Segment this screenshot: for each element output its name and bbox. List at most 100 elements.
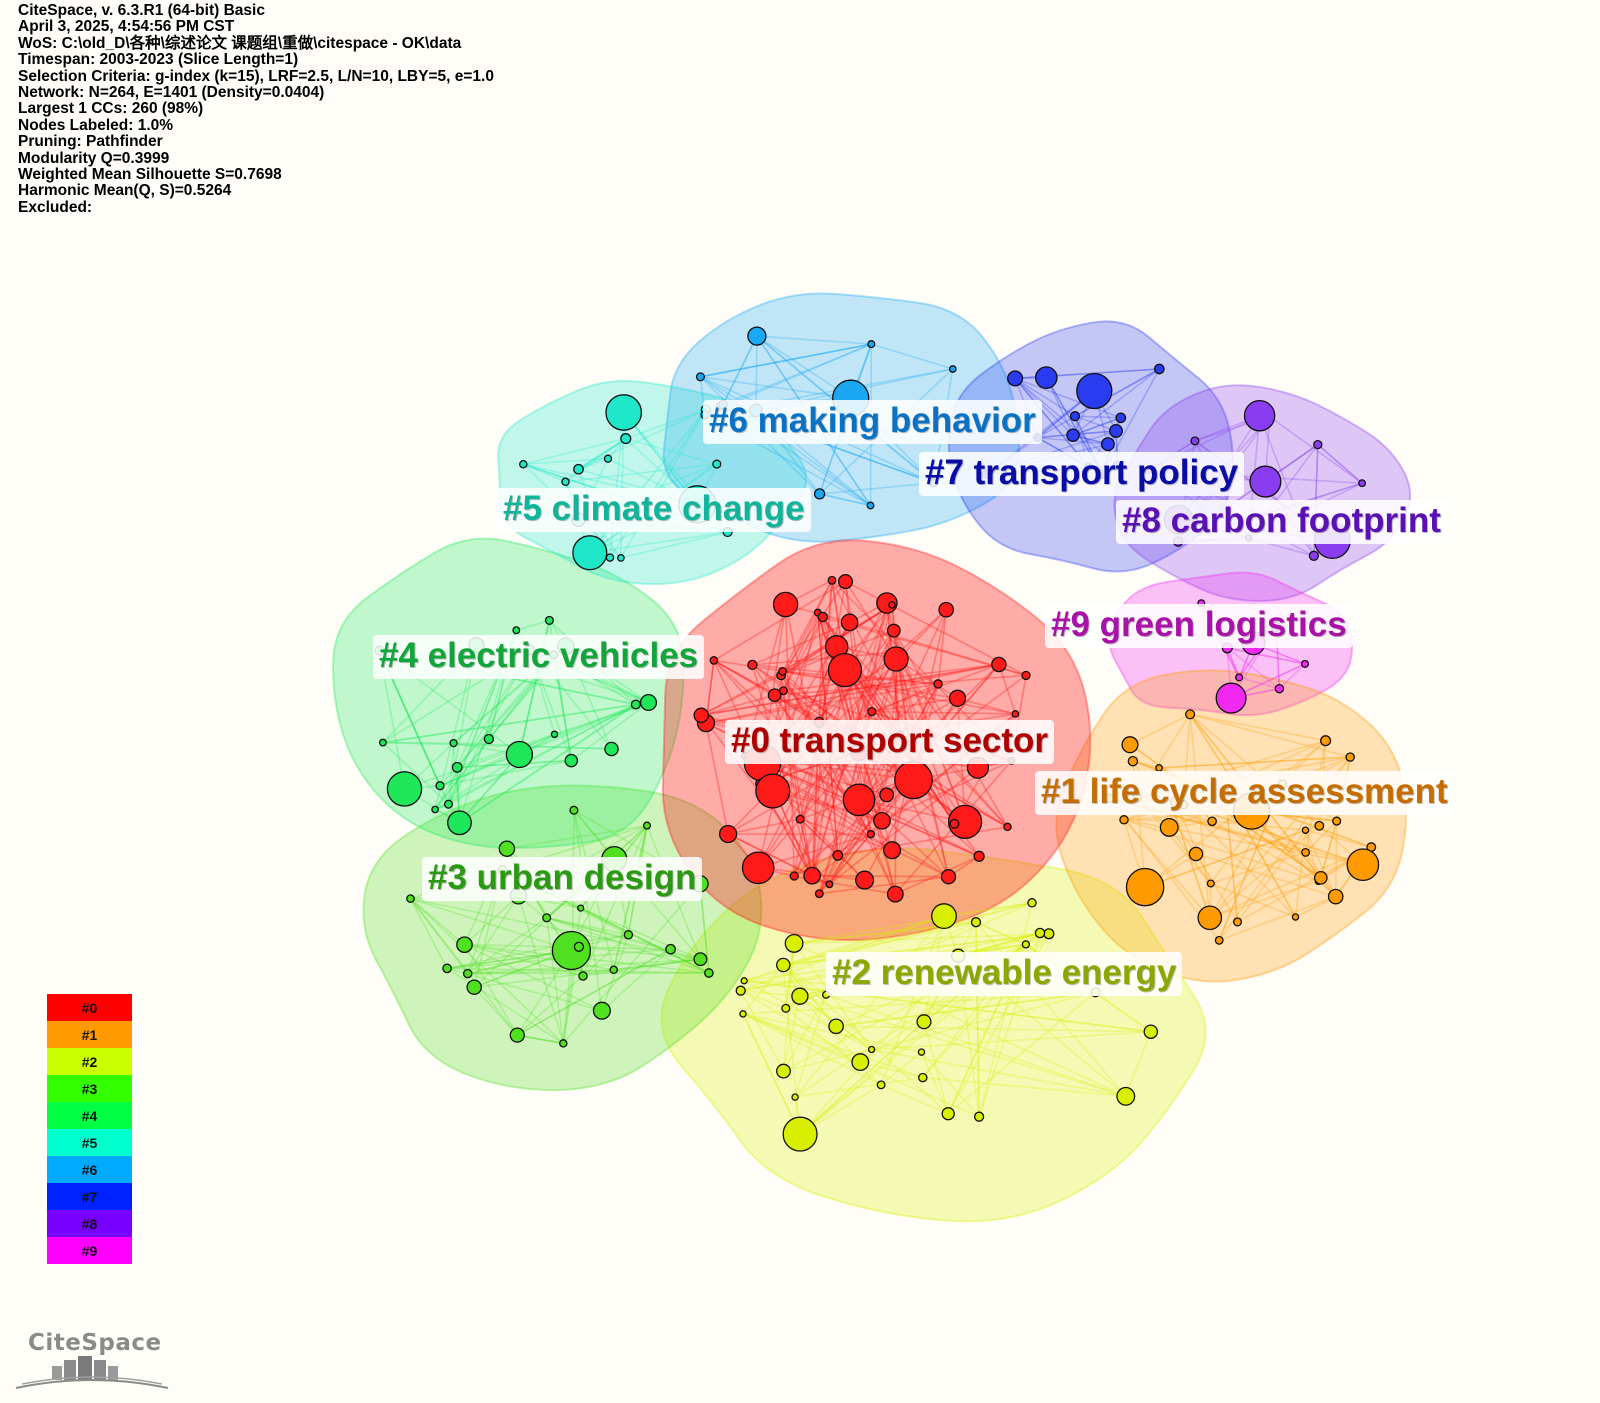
network-edge xyxy=(446,949,572,970)
network-node xyxy=(755,773,791,809)
network-edge xyxy=(819,493,871,507)
network-edge xyxy=(783,921,977,966)
network-node xyxy=(1274,683,1285,694)
network-node xyxy=(1215,682,1247,714)
network-edge xyxy=(835,991,1096,1028)
cluster-label-1[interactable]: #1 life cycle assessment xyxy=(1035,771,1454,815)
network-node xyxy=(837,574,854,590)
network-edge xyxy=(837,826,1008,857)
network-edge xyxy=(410,897,572,952)
network-node xyxy=(1109,423,1123,438)
network-node xyxy=(933,679,943,689)
network-edge xyxy=(545,917,565,1044)
network-edge xyxy=(410,897,701,960)
network-edge xyxy=(506,824,648,850)
network-node xyxy=(630,699,641,710)
network-edge xyxy=(565,463,717,483)
cluster-label-4[interactable]: #4 electric vehicles xyxy=(373,635,705,679)
network-edge xyxy=(582,958,701,977)
network-node xyxy=(948,689,967,707)
network-node xyxy=(564,753,579,768)
network-edge xyxy=(467,934,629,975)
network-edge xyxy=(1210,882,1296,918)
network-edge xyxy=(446,949,572,970)
network-edge xyxy=(975,921,1127,1097)
cluster-label-8[interactable]: #8 carbon footprint xyxy=(1116,500,1447,544)
network-node xyxy=(1313,439,1323,450)
network-node xyxy=(665,943,676,955)
network-node xyxy=(832,849,844,861)
network-node xyxy=(462,968,473,979)
legend-item-6: #6 xyxy=(47,1156,132,1183)
network-edge xyxy=(780,581,847,676)
network-edge xyxy=(743,902,1033,982)
network-node xyxy=(709,656,719,665)
network-edge xyxy=(517,1034,564,1045)
network-edge xyxy=(409,898,564,1044)
network-edge xyxy=(463,895,520,946)
legend-item-5: #5 xyxy=(47,1129,132,1156)
network-edge xyxy=(464,943,603,1012)
cluster-hull-4 xyxy=(332,537,685,850)
cluster-label-7[interactable]: #7 transport policy xyxy=(919,452,1245,496)
network-edge xyxy=(782,616,824,692)
network-edge xyxy=(516,948,671,1036)
network-edge xyxy=(975,921,1027,946)
network-edge xyxy=(620,531,728,559)
network-edge xyxy=(382,741,454,744)
network-edge xyxy=(613,958,701,971)
cluster-label-6[interactable]: #6 making behavior xyxy=(703,400,1042,444)
network-edge xyxy=(880,915,945,1086)
network-edge xyxy=(1209,846,1372,919)
network-edge xyxy=(1236,829,1307,923)
network-node xyxy=(1115,412,1127,424)
network-edge xyxy=(1317,443,1363,484)
network-node xyxy=(886,885,904,903)
network-node xyxy=(879,787,895,803)
network-node xyxy=(973,1111,985,1122)
network-edge xyxy=(782,612,819,692)
network-node xyxy=(1291,913,1300,921)
network-node xyxy=(573,941,585,952)
network-node xyxy=(1197,905,1223,931)
network-edge xyxy=(580,907,710,974)
network-edge xyxy=(1072,417,1122,436)
network-edge xyxy=(782,964,837,1027)
network-node xyxy=(1301,847,1311,857)
network-edge xyxy=(880,1051,923,1086)
network-edge xyxy=(782,670,939,685)
network-edge xyxy=(742,1013,801,1135)
network-node xyxy=(642,821,652,830)
network-edge xyxy=(447,743,455,805)
network-edge xyxy=(1209,825,1320,919)
network-edge xyxy=(817,612,1009,828)
cluster-label-0[interactable]: #0 transport sector xyxy=(725,720,1055,764)
network-node xyxy=(948,365,957,373)
network-node xyxy=(883,841,902,860)
network-edge xyxy=(722,343,872,406)
network-edge xyxy=(783,663,999,692)
cluster-label-2[interactable]: #2 renewable energy xyxy=(826,952,1183,996)
cluster-label-3[interactable]: #3 urban design xyxy=(422,857,703,901)
network-edge xyxy=(1334,821,1338,897)
network-node xyxy=(573,463,584,475)
meta-line: Network: N=264, E=1401 (Density=0.0404) xyxy=(18,84,325,102)
network-edge xyxy=(601,948,672,1012)
cluster-label-9[interactable]: #9 green logistics xyxy=(1045,604,1353,648)
network-node xyxy=(883,646,909,672)
network-edge xyxy=(1189,714,1211,918)
network-edge xyxy=(871,663,1000,713)
network-node xyxy=(918,1072,928,1083)
network-edge xyxy=(975,921,1027,946)
network-node xyxy=(447,810,472,836)
network-edge xyxy=(923,1021,949,1114)
network-edge xyxy=(713,580,846,662)
network-node xyxy=(1069,411,1081,422)
network-node xyxy=(578,971,588,981)
cluster-label-5[interactable]: #5 climate change xyxy=(497,488,811,532)
legend-item-3: #3 xyxy=(47,1075,132,1102)
network-node xyxy=(603,454,613,463)
network-node xyxy=(1300,659,1310,668)
network-node xyxy=(873,811,891,830)
network-edge xyxy=(828,683,939,885)
